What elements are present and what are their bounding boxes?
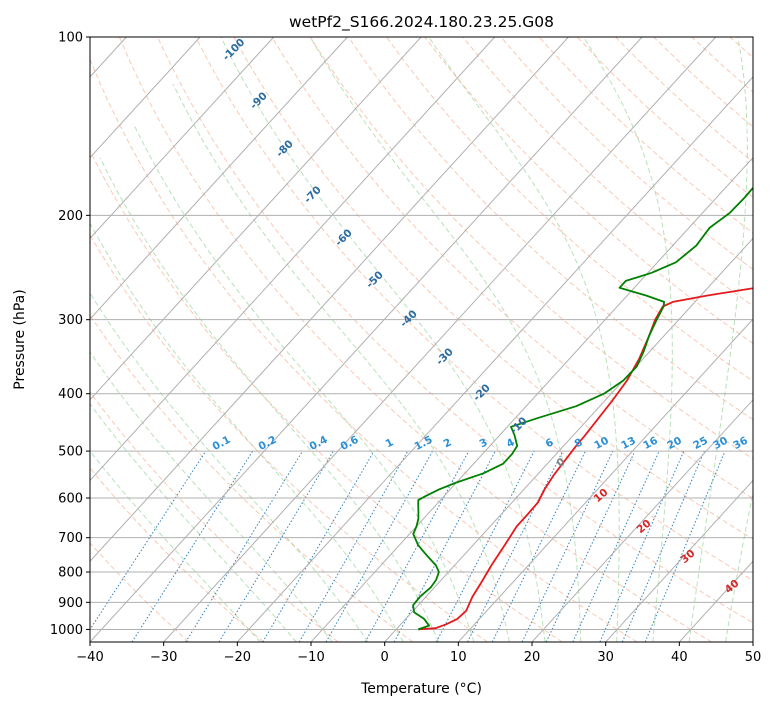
x-axis-label: Temperature (°C) — [360, 681, 482, 697]
dewpoint-profile-line — [412, 151, 753, 631]
mixing-ratio-line — [325, 450, 433, 642]
x-tick-label: −40 — [76, 650, 103, 665]
isotherm-line — [90, 37, 496, 482]
dry-adiabat-line — [195, 37, 753, 582]
isotherm-lines — [90, 37, 753, 642]
dry-adiabat-line — [90, 58, 638, 642]
moist-adiabat-line — [90, 403, 297, 642]
isotherm-line — [90, 37, 275, 240]
sounding-series — [412, 151, 753, 631]
x-tick-label: −30 — [150, 650, 177, 665]
isotherm-line — [236, 76, 753, 642]
x-tick-label: 50 — [745, 650, 762, 665]
mixing-ratio-line — [467, 450, 564, 642]
x-tick-label: −10 — [297, 650, 324, 665]
mixing-ratio-line — [393, 450, 496, 642]
x-tick-label: −20 — [224, 650, 251, 665]
y-tick-label: 700 — [58, 531, 83, 546]
isotherm-line — [384, 237, 753, 642]
y-tick-label: 600 — [58, 492, 83, 507]
moist-adiabat-line — [725, 489, 753, 642]
isotherm-line — [90, 37, 422, 401]
dry-adiabat-line — [90, 149, 563, 642]
mixing-ratio-line — [364, 450, 470, 642]
x-tick-label: 10 — [450, 650, 467, 665]
moist-adiabat-line — [90, 222, 404, 642]
dry-adiabat-line — [90, 391, 339, 642]
dry-adiabat-line — [271, 37, 753, 500]
y-tick-label: 800 — [58, 566, 83, 581]
y-tick-label: 500 — [58, 445, 83, 460]
mixing-ratio-line — [435, 450, 535, 642]
y-tick-label: 100 — [58, 31, 83, 46]
isotherm-line — [90, 37, 643, 642]
moist-adiabat-line — [688, 37, 748, 642]
y-tick-label: 300 — [58, 313, 83, 328]
mixing-ratio-line — [491, 450, 586, 642]
isotherm-line — [605, 479, 753, 642]
isotherm-line — [457, 318, 753, 642]
dry-adiabat-line — [90, 313, 414, 642]
mixing-ratio-line — [521, 450, 614, 642]
x-tick-label: 0 — [381, 650, 389, 665]
y-tick-label: 200 — [58, 209, 83, 224]
x-axis-ticks: −40 −30 −20 −10 0 10 20 30 40 50 — [76, 642, 761, 665]
y-axis-label: Pressure (hPa) — [12, 289, 28, 389]
isotherm-line — [90, 37, 201, 159]
x-tick-label: 40 — [671, 650, 688, 665]
isotherm-line — [310, 156, 753, 642]
isotherm-line — [90, 37, 569, 563]
chart-title: wetPf2_S166.2024.180.23.25.G08 — [289, 13, 554, 32]
dry-adiabat-line — [157, 37, 753, 624]
moist-adiabat-line — [90, 292, 369, 642]
mixing-ratio-line — [90, 450, 207, 631]
y-tick-label: 900 — [58, 596, 83, 611]
dry-adiabat-line — [424, 37, 753, 344]
isotherm-line — [90, 37, 348, 320]
dry-adiabat-line — [309, 37, 753, 460]
y-tick-label: 1000 — [50, 623, 83, 638]
x-tick-label: 30 — [597, 650, 614, 665]
mixing-ratio-line — [131, 450, 254, 642]
mixing-ratio-line — [185, 450, 303, 642]
moist-adiabat-line — [220, 37, 546, 642]
moist-adiabat-line — [132, 123, 475, 642]
y-tick-label: 400 — [58, 387, 83, 402]
moist-adiabat-line — [172, 83, 510, 642]
isotherm-line — [531, 399, 753, 642]
plot-frame — [89, 36, 754, 643]
mixing-ratio-line — [298, 450, 409, 642]
plot-background — [90, 37, 753, 642]
x-tick-label: 20 — [524, 650, 541, 665]
dry-adiabat-line — [386, 37, 753, 382]
moist-adiabat-line — [90, 351, 333, 642]
isotherm-line — [163, 37, 717, 642]
mixing-ratio-line — [644, 450, 726, 642]
y-axis-ticks: 100 200 300 400 500 600 700 800 900 1000 — [50, 31, 90, 638]
